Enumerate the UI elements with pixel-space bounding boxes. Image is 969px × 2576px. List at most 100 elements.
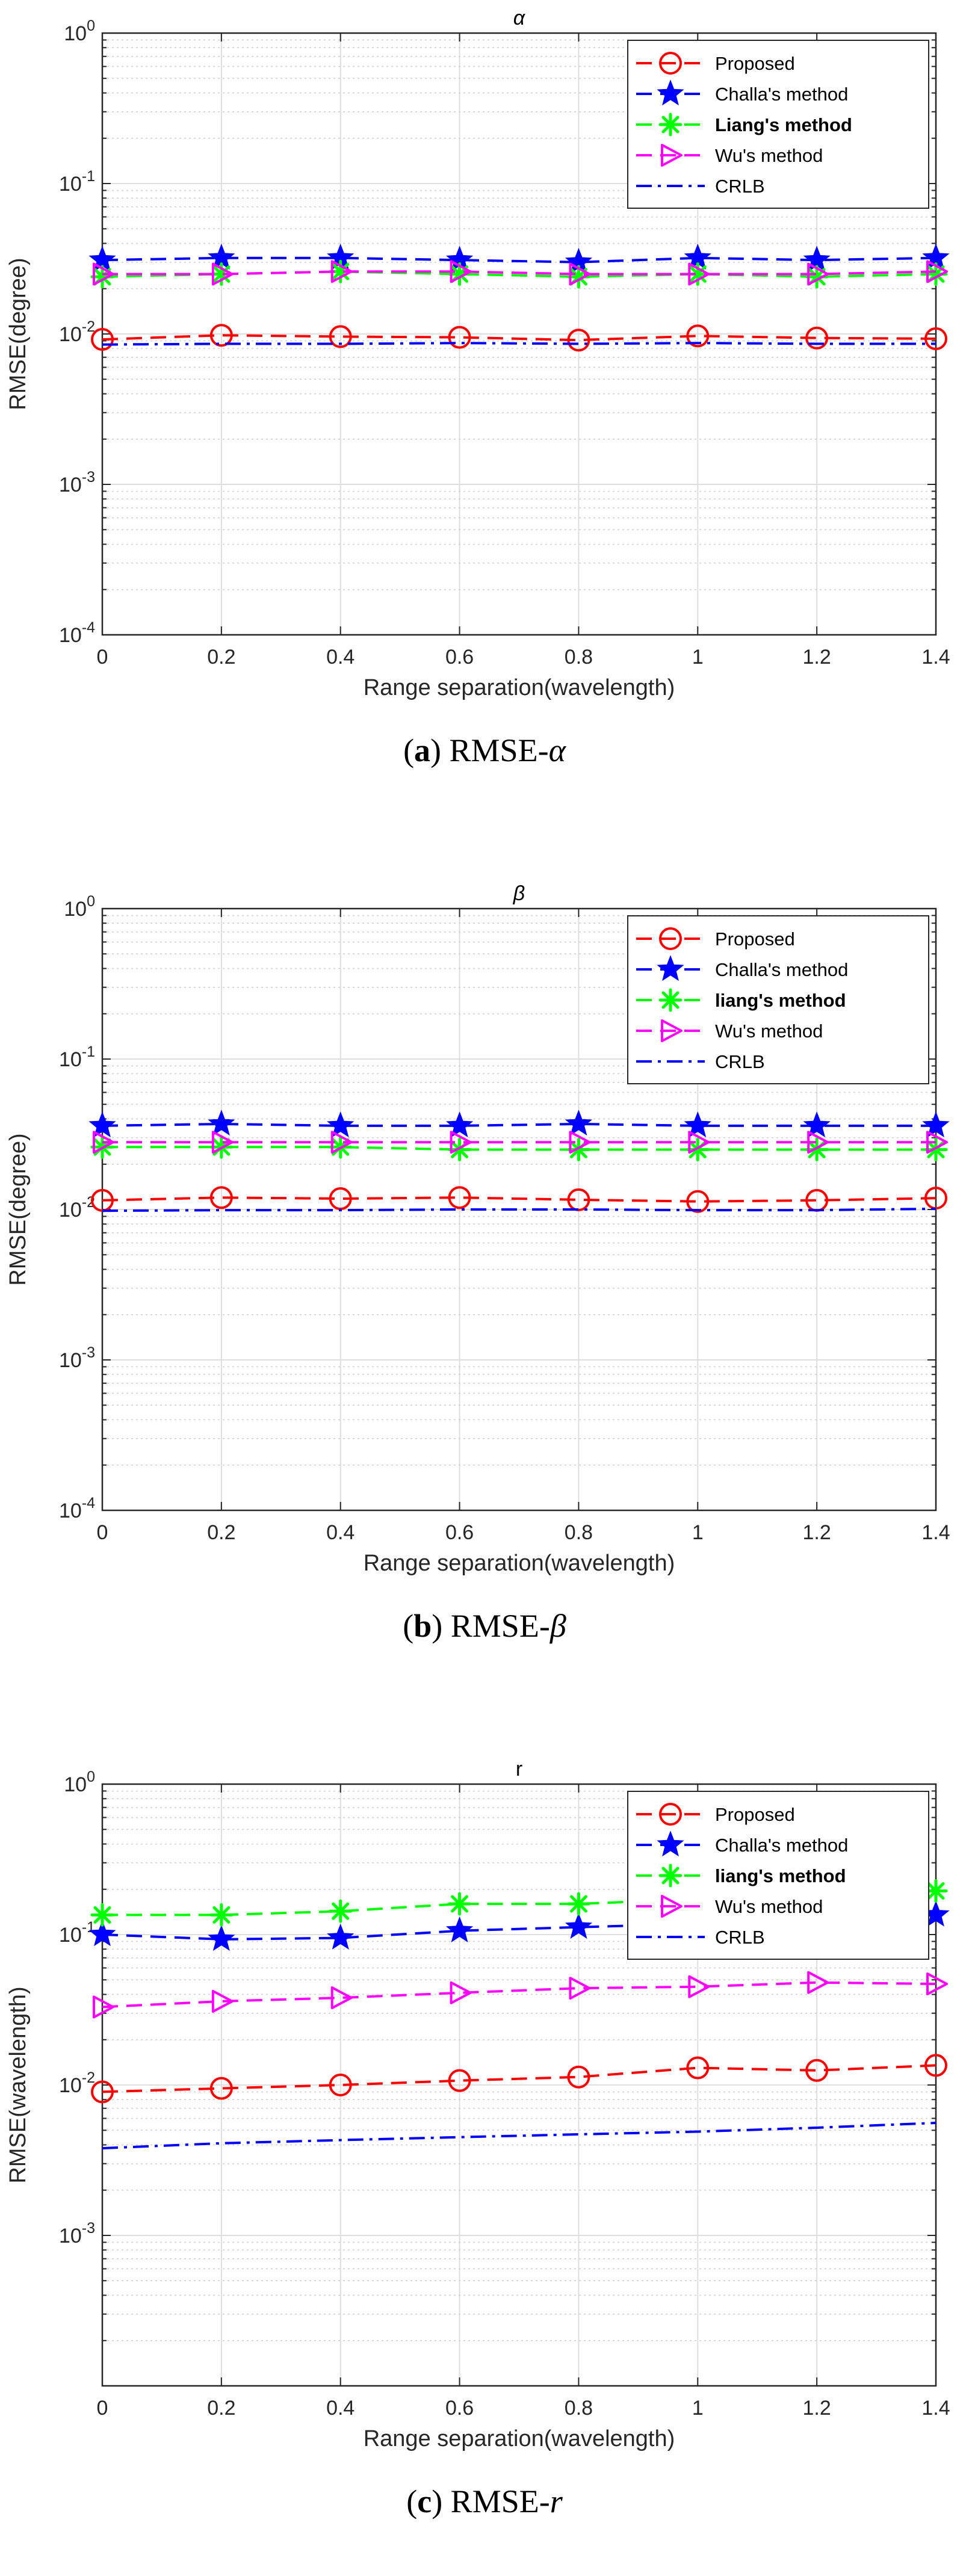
- x-tick-label: 0.4: [326, 646, 354, 669]
- y-tick-label: 10-1: [59, 1043, 95, 1071]
- x-tick-label: 0.2: [207, 646, 235, 669]
- data-point: [329, 1187, 352, 1211]
- legend-label: Proposed: [715, 53, 795, 74]
- legend-label: liang's method: [715, 1865, 846, 1886]
- data-point: [88, 1920, 116, 1947]
- x-tick-label: 1.4: [921, 1521, 950, 1544]
- data-point: [208, 1925, 235, 1951]
- data-point: [688, 1131, 710, 1154]
- y-tick-label: 100: [64, 893, 95, 921]
- data-point: [565, 1110, 593, 1136]
- legend-box: [627, 915, 929, 1084]
- x-tick-label: 0.6: [445, 646, 474, 669]
- data-point: [329, 2074, 352, 2096]
- legend-label: CRLB: [715, 1927, 765, 1948]
- data-point: [327, 1111, 354, 1138]
- data-point: [445, 1111, 474, 1138]
- data-point: [448, 1892, 472, 1916]
- x-axis-label: Range separation(wavelength): [364, 675, 675, 700]
- series-line: [102, 1196, 936, 1203]
- data-point: [686, 1190, 710, 1213]
- data-point: [924, 1187, 947, 1210]
- data-point: [807, 262, 829, 286]
- series-line: [102, 1146, 936, 1151]
- data-point: [922, 1111, 950, 1138]
- x-tick-label: 0: [97, 1521, 108, 1544]
- data-point: [807, 1131, 829, 1154]
- data-point: [924, 327, 947, 350]
- data-point: [924, 2054, 947, 2077]
- x-tick-label: 0.8: [565, 1521, 593, 1544]
- series-line: [102, 1913, 936, 1941]
- y-tick-label: 100: [64, 17, 95, 45]
- data-point: [329, 325, 352, 348]
- x-tick-label: 1: [692, 2397, 704, 2420]
- data-point: [211, 1131, 234, 1154]
- data-point: [448, 326, 471, 349]
- data-point: [208, 1110, 235, 1136]
- data-point: [90, 1903, 114, 1927]
- y-axis-label: RMSE(degree): [5, 258, 31, 410]
- data-point: [211, 1989, 234, 2013]
- data-point: [91, 2080, 114, 2104]
- series-line: [102, 270, 936, 278]
- series-line: [102, 2064, 936, 2093]
- legend-marker: [661, 1895, 683, 1918]
- legend-label: Proposed: [715, 928, 795, 950]
- data-point: [686, 1138, 710, 1162]
- y-tick-label: 10-2: [59, 318, 95, 346]
- data-point: [327, 1923, 354, 1950]
- legend-marker: [659, 52, 682, 75]
- data-point: [805, 2059, 829, 2082]
- x-tick-label: 0.8: [565, 2397, 593, 2420]
- chart-title: r: [516, 1758, 522, 1781]
- x-tick-label: 1.4: [921, 2397, 950, 2420]
- legend-marker: [657, 1830, 684, 1857]
- data-point: [924, 1879, 948, 1903]
- x-tick-label: 0: [97, 2397, 108, 2420]
- legend-label: CRLB: [715, 1051, 765, 1072]
- series-wu-s-method: [93, 260, 948, 286]
- x-tick-label: 0: [97, 646, 108, 669]
- data-point: [209, 2077, 233, 2100]
- y-tick-label: 100: [64, 1768, 95, 1796]
- series-wu-s-method: [93, 1971, 948, 2019]
- series-line: [102, 1889, 936, 1917]
- legend-marker: [658, 1864, 683, 1888]
- data-point: [450, 260, 472, 283]
- panel-caption: (a) RMSE-α: [403, 732, 567, 768]
- data-point: [569, 1131, 591, 1154]
- data-point: [330, 260, 353, 283]
- legend-label: Challa's method: [715, 959, 848, 980]
- data-point: [926, 1972, 948, 1995]
- x-tick-label: 0.4: [326, 2397, 354, 2420]
- x-tick-label: 1.2: [803, 646, 831, 669]
- x-tick-label: 1.2: [803, 1521, 831, 1544]
- y-tick-label: 10-4: [59, 619, 95, 647]
- legend-marker: [658, 113, 683, 137]
- legend-marker: [661, 1019, 683, 1042]
- x-tick-label: 1: [692, 646, 704, 669]
- x-tick-label: 1.2: [803, 2397, 831, 2420]
- x-tick-label: 0.8: [565, 646, 593, 669]
- series-line: [102, 334, 936, 342]
- data-point: [330, 1131, 353, 1154]
- data-point: [684, 1111, 711, 1138]
- data-point: [93, 1131, 114, 1154]
- x-axis-label: Range separation(wavelength): [364, 2426, 675, 2451]
- y-tick-label: 10-3: [59, 1344, 95, 1372]
- legend-label: liang's method: [715, 990, 846, 1011]
- legend: Proposed Challa's method Liang's method Wu'…: [627, 40, 929, 209]
- series-proposed: [91, 2054, 947, 2104]
- data-point: [91, 328, 114, 351]
- chart-title: β: [513, 882, 525, 905]
- data-point: [569, 262, 591, 286]
- data-point: [688, 1975, 710, 1998]
- series-proposed: [91, 324, 947, 352]
- y-tick-label: 10-4: [59, 1495, 95, 1522]
- legend-marker: [658, 988, 683, 1012]
- data-point: [329, 1899, 353, 1923]
- data-point: [688, 262, 710, 286]
- x-tick-label: 0.4: [326, 1521, 354, 1544]
